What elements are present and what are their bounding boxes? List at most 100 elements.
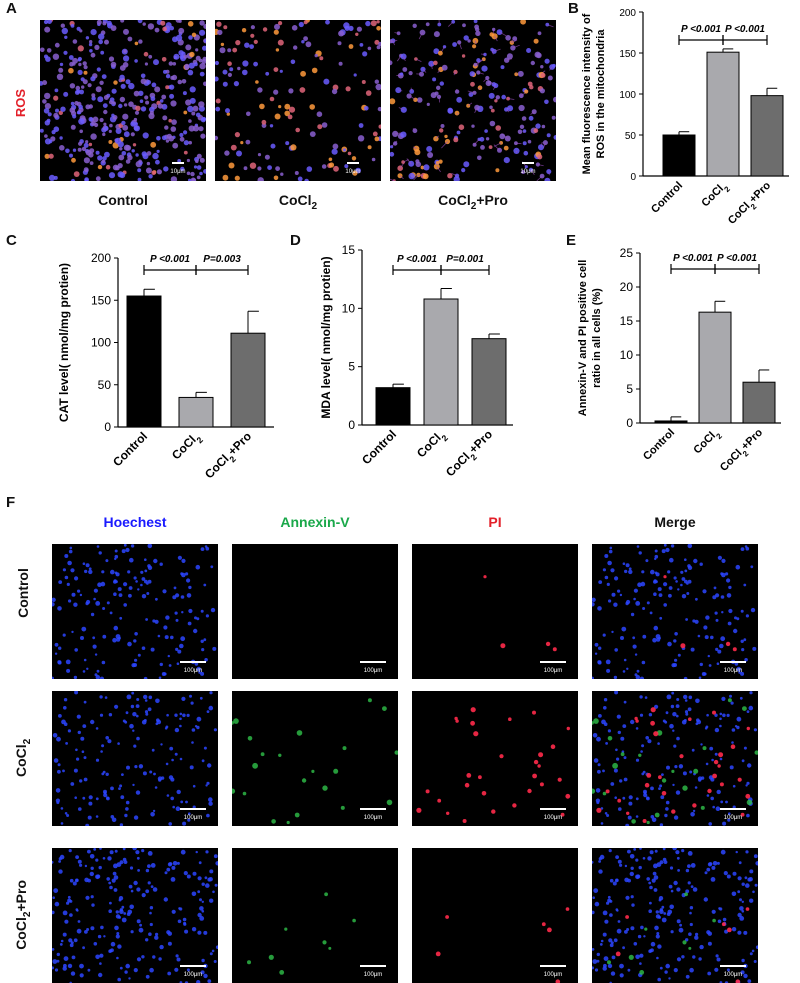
x-category-label: Control [359, 427, 399, 467]
ros-image-cocl2: 10μm [215, 20, 381, 181]
fluorescence-image-cocl2-hoechest: 100μm [52, 691, 218, 826]
bar [376, 388, 410, 425]
scale-label: 100μm [544, 668, 562, 674]
x-category-label: Control [649, 180, 685, 216]
x-category-label: CoCl2+Pro [202, 429, 257, 484]
x-category-label: CoCl2+Pro [726, 179, 776, 229]
fluorescence-image-control-pi: 100μm [412, 544, 578, 679]
bar [743, 382, 775, 423]
p-value-label: P <0.001 [397, 254, 437, 265]
micrograph-cells: 100μm [232, 848, 398, 983]
scale-bar [180, 661, 206, 663]
bar [707, 52, 739, 176]
fluorescence-image-cocl2-pro-annexin: 100μm [232, 848, 398, 983]
row-label-cocl2: CoCl2 [13, 693, 33, 823]
row-label-control: Control [15, 528, 31, 658]
caption-control: Control [40, 192, 206, 208]
col-head-hoechest: Hoechest [52, 514, 218, 530]
col-head-pi: PI [412, 514, 578, 530]
y-tick-label: 150 [91, 293, 111, 307]
micrograph-cells: 100μm [412, 691, 578, 826]
scale-bar [720, 661, 746, 663]
scale-label: 100μm [364, 972, 382, 978]
scale-bar [347, 162, 359, 164]
y-tick-label: 25 [620, 246, 634, 260]
bar [699, 312, 731, 423]
col-head-annexin: Annexin-V [232, 514, 398, 530]
ros-row-label: ROS [13, 86, 29, 120]
y-tick-label: 0 [630, 172, 636, 183]
scale-bar [540, 661, 566, 663]
y-tick-label: 0 [626, 416, 633, 430]
y-tick-label: 0 [348, 418, 355, 432]
p-value-label: P <0.001 [673, 253, 713, 264]
micrograph-cells: 100μm [52, 544, 218, 679]
micrograph-cells: 10μm [215, 20, 381, 181]
micrograph-cells: 100μm [592, 544, 758, 679]
bar [751, 96, 783, 176]
panel-letter-f: F [6, 494, 15, 511]
p-value-label: P <0.001 [681, 24, 721, 35]
p-value-label: P <0.001 [717, 253, 757, 264]
y-axis-label: CAT level( nmol/mg protien) [57, 263, 71, 422]
fluorescence-image-cocl2-merge: 100μm [592, 691, 758, 826]
x-category-label: CoCl2 [699, 179, 732, 212]
scale-label: 10μm [520, 169, 535, 175]
y-tick-label: 50 [625, 131, 637, 142]
y-axis-label: Annexin-V and PI positive cell [577, 260, 589, 416]
scale-bar [720, 965, 746, 967]
p-value-label: P=0.003 [203, 254, 241, 265]
x-category-label: CoCl2 [169, 429, 205, 465]
y-axis-label: ROS in the mitochondria [595, 29, 607, 159]
y-tick-label: 100 [91, 336, 111, 350]
scale-label: 100μm [724, 815, 742, 821]
y-tick-label: 20 [620, 280, 634, 294]
scale-label: 100μm [184, 668, 202, 674]
fluorescence-image-cocl2-annexin: 100μm [232, 691, 398, 826]
caption-cocl2-pro: CoCl2+Pro [390, 192, 556, 212]
y-tick-label: 200 [619, 8, 636, 19]
scale-label: 100μm [724, 668, 742, 674]
scale-bar [360, 661, 386, 663]
micrograph-cells: 100μm [232, 544, 398, 679]
fluorescence-image-cocl2-pro-merge: 100μm [592, 848, 758, 983]
fluorescence-image-cocl2-pro-pi: 100μm [412, 848, 578, 983]
bar [663, 135, 695, 176]
col-head-merge: Merge [592, 514, 758, 530]
scale-bar [540, 965, 566, 967]
scale-label: 10μm [170, 169, 185, 175]
x-category-label: CoCl2+Pro [718, 426, 768, 476]
fluorescence-image-control-hoechest: 100μm [52, 544, 218, 679]
fluorescence-image-cocl2-pi: 100μm [412, 691, 578, 826]
y-tick-label: 10 [620, 348, 634, 362]
x-category-label: Control [641, 427, 677, 463]
p-value-label: P <0.001 [150, 254, 190, 265]
scale-bar [720, 808, 746, 810]
micrograph-cells: 100μm [412, 544, 578, 679]
bar [127, 296, 161, 427]
micrograph-cells: 100μm [592, 848, 758, 983]
fluorescence-image-control-merge: 100μm [592, 544, 758, 679]
bar [231, 333, 265, 427]
y-axis-label: Mean fluorescence intensity of [581, 13, 593, 174]
y-tick-label: 150 [619, 49, 636, 60]
y-axis-label: MDA level( nmol/mg protien) [319, 256, 333, 418]
y-tick-label: 10 [342, 301, 356, 315]
y-tick-label: 5 [348, 360, 355, 374]
row-label-cocl2-pro: CoCl2+Pro [13, 850, 33, 980]
fluorescence-image-cocl2-pro-hoechest: 100μm [52, 848, 218, 983]
scale-label: 100μm [544, 972, 562, 978]
ros-image-cocl2-pro: 10μm [390, 20, 556, 181]
y-tick-label: 15 [620, 314, 634, 328]
micrograph-cells: 100μm [52, 691, 218, 826]
micrograph-cells: 10μm [40, 20, 206, 181]
scale-label: 100μm [184, 815, 202, 821]
micrograph-cells: 100μm [592, 691, 758, 826]
bar [424, 299, 458, 425]
x-category-label: CoCl2+Pro [443, 427, 498, 482]
y-tick-label: 200 [91, 251, 111, 265]
scale-label: 10μm [345, 169, 360, 175]
